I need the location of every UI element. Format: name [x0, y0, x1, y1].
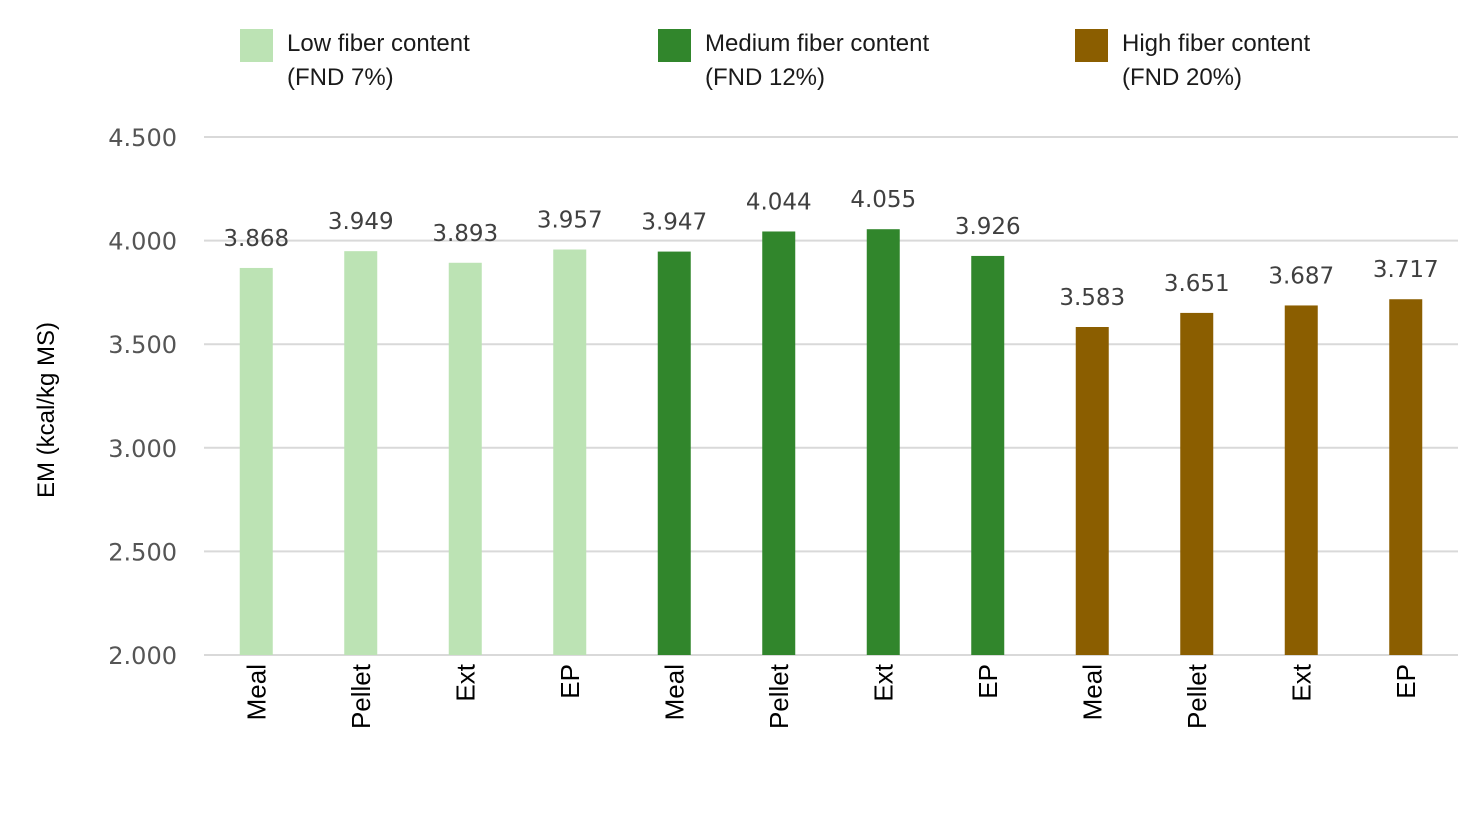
legend-swatch [240, 29, 273, 62]
bar [1075, 327, 1109, 655]
bar [344, 251, 378, 655]
bar [1389, 299, 1423, 655]
legend-swatch [658, 29, 691, 62]
category-label: Ext [868, 663, 898, 701]
bar [657, 251, 691, 655]
category-label: Pellet [764, 663, 794, 729]
data-label: 4.044 [746, 189, 812, 215]
data-label: 3.893 [432, 221, 498, 247]
data-label: 3.926 [955, 214, 1021, 240]
data-label: 3.651 [1164, 271, 1230, 297]
legend: Low fiber content (FND 7%) Medium fiber co… [240, 29, 1310, 91]
legend-sublabel: (FND 12%) [705, 64, 825, 91]
y-tick-label: 4.500 [108, 124, 177, 152]
category-label: Meal [1077, 664, 1107, 720]
data-label: 3.949 [328, 209, 394, 235]
y-tick-label: 4.000 [108, 228, 177, 256]
gridlines [204, 136, 1458, 656]
bar [1284, 305, 1318, 655]
legend-label: Medium fiber content [705, 30, 929, 57]
category-label: Ext [450, 663, 480, 701]
category-label: EP [973, 664, 1003, 699]
bar [239, 267, 273, 655]
data-labels: 3.868 3.949 3.893 3.957 3.947 4.044 4.055 3.926… [223, 187, 1438, 311]
data-label: 4.055 [850, 187, 916, 213]
data-label: 3.868 [223, 226, 289, 252]
y-axis-title: EM (kcal/kg MS) [33, 322, 60, 498]
data-label: 3.957 [537, 208, 603, 234]
bar [553, 249, 587, 656]
bar [971, 255, 1005, 655]
y-tick-label: 3.500 [108, 331, 177, 359]
y-tick-label: 2.000 [108, 642, 177, 670]
data-label: 3.687 [1268, 263, 1334, 289]
y-tick-label: 2.500 [108, 538, 177, 566]
bar [1180, 312, 1214, 655]
data-label: 3.947 [641, 210, 707, 236]
category-labels: Meal Pellet Ext EP Meal Pellet Ext EP Meal Pellet… [241, 663, 1421, 729]
data-label: 3.583 [1059, 285, 1125, 311]
bar [866, 229, 900, 656]
y-tick-label: 3.000 [108, 435, 177, 463]
category-label: EP [1391, 664, 1421, 699]
category-label: Pellet [1182, 663, 1212, 729]
category-label: Meal [659, 664, 689, 720]
bars [239, 229, 1423, 656]
legend-label: Low fiber content [287, 30, 470, 57]
y-axis-ticks: 2.000 2.500 3.000 3.500 4.000 4.500 [108, 124, 177, 670]
legend-swatch [1075, 29, 1108, 62]
legend-sublabel: (FND 20%) [1122, 64, 1242, 91]
legend-sublabel: (FND 7%) [287, 64, 394, 91]
category-label: Meal [241, 664, 271, 720]
bar [448, 262, 482, 655]
data-label: 3.717 [1373, 257, 1439, 283]
legend-label: High fiber content [1122, 30, 1310, 57]
bar [762, 231, 796, 655]
category-label: Ext [1286, 663, 1316, 701]
category-label: EP [555, 664, 585, 699]
category-label: Pellet [346, 663, 376, 729]
